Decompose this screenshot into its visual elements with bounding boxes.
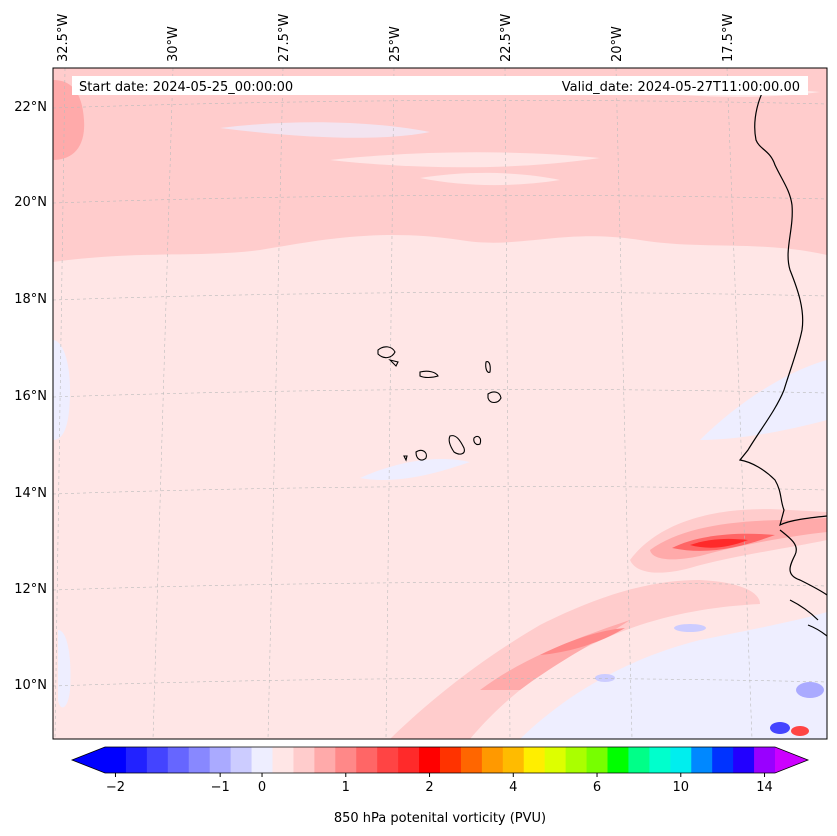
colorbar-tick-label: 6 bbox=[593, 780, 601, 795]
pv-core-max bbox=[690, 538, 748, 548]
lat-label: 10°N bbox=[14, 678, 47, 693]
colorbar-cell bbox=[607, 747, 629, 773]
colorbar-tick-label: 10 bbox=[673, 780, 690, 795]
colorbar-tick-label: 0 bbox=[258, 780, 266, 795]
colorbar-cell bbox=[251, 747, 273, 773]
colorbar-cell bbox=[188, 747, 211, 773]
colorbar-cell bbox=[377, 747, 399, 773]
island bbox=[473, 435, 482, 446]
lon-label: 30°W bbox=[166, 26, 181, 62]
map-frame bbox=[52, 67, 828, 740]
lon-label: 27.5°W bbox=[277, 14, 292, 62]
lat-label: 18°N bbox=[14, 292, 47, 307]
start-date-text: Start date: 2024-05-25_00:00:00 bbox=[79, 80, 293, 95]
colorbar-cell bbox=[481, 747, 504, 773]
lat-label: 16°N bbox=[14, 389, 47, 404]
colorbar-cell bbox=[125, 747, 148, 773]
colorbar-outline bbox=[70, 746, 810, 774]
pv-blue-feature bbox=[595, 674, 615, 682]
pv-blue-patch bbox=[58, 630, 71, 708]
island bbox=[415, 449, 427, 461]
island bbox=[403, 455, 408, 462]
pv-blue-feature bbox=[770, 722, 790, 734]
colorbar-cells bbox=[105, 747, 776, 773]
colorbar-cell bbox=[691, 747, 713, 773]
colorbar-tick-label: 14 bbox=[756, 780, 773, 795]
colorbar-cell bbox=[272, 747, 294, 773]
colorbar-tick-label: −1 bbox=[211, 780, 230, 795]
colorbar-cell bbox=[670, 747, 692, 773]
colorbar-tick-label: 2 bbox=[425, 780, 433, 795]
longitude-labels: 32.5°W 30°W 27.5°W 25°W 22.5°W 20°W 17.5… bbox=[56, 14, 736, 62]
pv-red-feature bbox=[791, 726, 809, 736]
valid-date-text: Valid_date: 2024-05-27T11:00:00.00 bbox=[562, 80, 800, 95]
colorbar-cell bbox=[586, 747, 608, 773]
island bbox=[419, 370, 439, 379]
colorbar-cell bbox=[502, 747, 525, 773]
island bbox=[388, 358, 399, 367]
graticule bbox=[53, 68, 827, 739]
lon-label: 22.5°W bbox=[499, 14, 514, 62]
colorbar-label: 850 hPa potenital vorticity (PVU) bbox=[334, 811, 546, 826]
colorbar-tick-label: 4 bbox=[509, 780, 517, 795]
pv-streak bbox=[420, 172, 560, 186]
pv-streak-south bbox=[390, 580, 760, 739]
colorbar-cell bbox=[314, 747, 336, 773]
colorbar-cell bbox=[565, 747, 588, 773]
lat-label: 14°N bbox=[14, 486, 47, 501]
colorbar-ticks: −2 −1 0 1 2 4 6 10 14 bbox=[106, 773, 773, 795]
colorbar-cell bbox=[544, 747, 567, 773]
lon-label: 17.5°W bbox=[721, 14, 736, 62]
colorbar-cell bbox=[230, 747, 253, 773]
colorbar-cell bbox=[419, 747, 441, 773]
colorbar-cell bbox=[460, 747, 483, 773]
colorbar-tick-label: 1 bbox=[342, 780, 350, 795]
island bbox=[487, 391, 502, 404]
colorbar-extend-high bbox=[775, 747, 808, 773]
cape-verde-islands bbox=[377, 346, 502, 462]
lat-label: 22°N bbox=[14, 100, 47, 115]
lon-label: 20°W bbox=[610, 26, 625, 62]
pv-blue-band bbox=[360, 458, 470, 480]
colorbar-extend-low bbox=[72, 747, 105, 773]
pv-blue-band bbox=[700, 360, 827, 440]
colorbar-cell bbox=[335, 747, 357, 773]
colorbar-cell bbox=[628, 747, 650, 773]
pv-streak bbox=[220, 122, 430, 138]
coastline bbox=[738, 79, 827, 637]
island bbox=[448, 435, 465, 455]
colorbar-cell bbox=[440, 747, 462, 773]
lat-label: 20°N bbox=[14, 195, 47, 210]
colorbar: −2 −1 0 1 2 4 6 10 14 850 hPa potenital vorticit… bbox=[70, 746, 810, 826]
pv-field bbox=[53, 68, 827, 739]
island bbox=[377, 346, 396, 359]
lon-label: 32.5°W bbox=[56, 14, 71, 62]
island bbox=[485, 361, 491, 373]
pv-west-edge bbox=[53, 80, 85, 160]
colorbar-tick-label: −2 bbox=[106, 780, 125, 795]
colorbar-cell bbox=[356, 747, 378, 773]
colorbar-cell bbox=[649, 747, 671, 773]
colorbar-cell bbox=[167, 747, 190, 773]
colorbar-cell bbox=[712, 747, 734, 773]
pv-streak bbox=[330, 152, 600, 168]
colorbar-cell bbox=[105, 747, 127, 773]
colorbar-cell bbox=[398, 747, 420, 773]
colorbar-cell bbox=[209, 747, 232, 773]
pv-blue-south bbox=[520, 612, 827, 739]
latitude-labels: 22°N 20°N 18°N 16°N 14°N 12°N 10°N bbox=[14, 100, 47, 693]
pv-blue-feature bbox=[796, 682, 824, 698]
colorbar-cell bbox=[733, 747, 755, 773]
colorbar-cell bbox=[146, 747, 169, 773]
colorbar-cell bbox=[754, 747, 776, 773]
lat-label: 12°N bbox=[14, 582, 47, 597]
colorbar-cell bbox=[293, 747, 315, 773]
pv-blue-patch bbox=[53, 340, 70, 440]
pv-streak-core bbox=[540, 628, 625, 655]
lon-label: 25°W bbox=[388, 26, 403, 62]
colorbar-cell bbox=[523, 747, 546, 773]
pv-blue-feature bbox=[674, 624, 706, 632]
header-box bbox=[72, 76, 808, 95]
